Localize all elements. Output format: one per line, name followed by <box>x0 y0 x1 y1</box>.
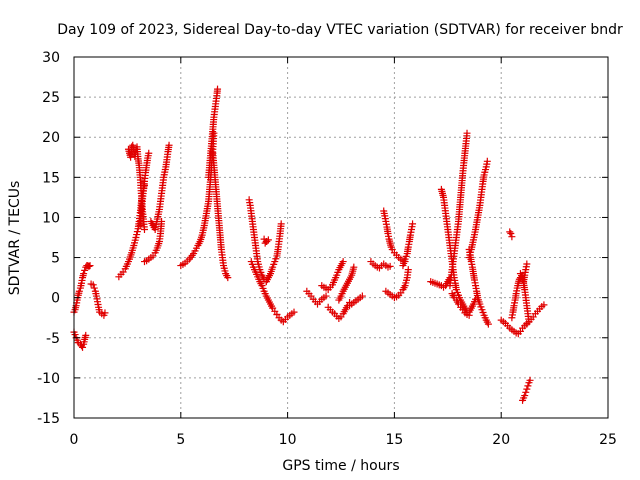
x-tick-label: 15 <box>385 432 403 448</box>
data-point <box>463 129 471 137</box>
data-point <box>82 331 90 339</box>
data-point <box>484 320 492 328</box>
data-point <box>132 234 140 241</box>
data-point <box>165 141 173 149</box>
y-tick-label: -10 <box>37 371 60 387</box>
series-arc-32 <box>497 316 531 338</box>
data-point <box>79 343 87 351</box>
data-point <box>75 287 83 295</box>
data-point <box>507 229 515 237</box>
y-tick-label: 30 <box>42 50 60 66</box>
series-arc-29 <box>448 290 480 319</box>
data-point <box>522 388 530 396</box>
x-tick-label: 0 <box>70 432 79 448</box>
series-arc-20 <box>335 263 358 304</box>
data-point <box>90 284 98 292</box>
series-arc-12 <box>245 196 270 286</box>
data-point <box>133 231 141 239</box>
data-point <box>386 262 394 270</box>
data-point <box>404 266 412 274</box>
data-point <box>350 263 358 271</box>
data-point <box>133 228 141 236</box>
data-point <box>322 292 330 300</box>
data-point <box>261 239 269 247</box>
series-arc-31 <box>465 157 491 262</box>
series-arc-36 <box>519 376 534 404</box>
data-point <box>483 157 491 165</box>
data-point <box>521 392 529 400</box>
series-arc-16 <box>262 220 285 286</box>
plot-frame <box>73 56 609 419</box>
data-point <box>540 301 548 309</box>
data-point <box>508 233 516 241</box>
series-arc-14 <box>273 308 298 326</box>
data-point <box>526 376 534 384</box>
data-point <box>140 225 148 233</box>
series-arc-21 <box>346 292 366 310</box>
data-point <box>523 260 531 268</box>
x-axis-label: GPS time / hours <box>282 458 399 474</box>
data-point <box>101 309 109 317</box>
series-arc-26 <box>427 274 454 291</box>
series-arc-17 <box>303 287 330 308</box>
series-arc-3 <box>87 280 109 319</box>
series-arc-15 <box>260 235 272 247</box>
series-arc-35 <box>516 260 531 286</box>
data-point <box>89 281 97 289</box>
y-tick-label: -5 <box>46 331 60 347</box>
x-tick-label: 5 <box>176 432 185 448</box>
series-arc-28 <box>446 129 471 290</box>
series-arc-19 <box>324 298 354 323</box>
data-point <box>409 220 417 228</box>
grid <box>74 57 608 418</box>
data-point <box>290 308 298 316</box>
y-tick-label: 20 <box>42 130 60 146</box>
data-point <box>339 258 347 266</box>
series-arc-11 <box>209 149 232 282</box>
data-points <box>70 85 548 404</box>
data-point <box>264 236 272 244</box>
data-point <box>263 238 271 246</box>
series-arc-25 <box>399 220 417 270</box>
data-point <box>80 270 88 278</box>
x-tick-label: 10 <box>279 432 297 448</box>
data-point <box>81 266 89 274</box>
y-tick-label: 25 <box>42 90 60 106</box>
data-point <box>210 129 218 137</box>
axis-ticks <box>73 56 609 419</box>
y-tick-label: -15 <box>37 411 60 427</box>
series-arc-10 <box>205 85 222 181</box>
data-point <box>506 228 514 236</box>
y-axis-label: SDTVAR / TECUs <box>7 181 23 296</box>
series-arc-37 <box>523 301 548 328</box>
chart-title: Day 109 of 2023, Sidereal Day-to-day VTE… <box>57 22 623 38</box>
x-tick-labels: 0 5 10 15 20 25 <box>70 432 617 448</box>
x-tick-label: 25 <box>599 432 617 448</box>
data-point <box>86 262 94 270</box>
data-point <box>524 382 532 390</box>
data-point <box>277 220 285 228</box>
data-point <box>523 385 531 393</box>
series-arc-24 <box>382 266 412 302</box>
data-point <box>145 149 153 157</box>
y-tick-label: 15 <box>42 170 60 186</box>
series-arc-6 <box>136 149 153 229</box>
series-arc-2 <box>70 328 90 351</box>
data-point <box>85 262 93 270</box>
data-point <box>224 274 232 282</box>
series-arc-33 <box>506 228 516 241</box>
series-arc-22 <box>367 258 394 272</box>
series-arc-18 <box>318 258 347 294</box>
x-tick-label: 20 <box>492 432 510 448</box>
series-arc-5 <box>124 141 148 233</box>
series-arc-8 <box>147 141 173 233</box>
y-tick-label: 0 <box>51 291 60 307</box>
data-point <box>71 331 79 339</box>
data-point <box>214 85 222 93</box>
y-tick-label: 10 <box>42 210 60 226</box>
data-point <box>358 292 366 300</box>
y-tick-labels: -15 -10 -5 0 5 10 15 20 25 30 <box>37 50 60 427</box>
y-tick-label: 5 <box>51 251 60 267</box>
